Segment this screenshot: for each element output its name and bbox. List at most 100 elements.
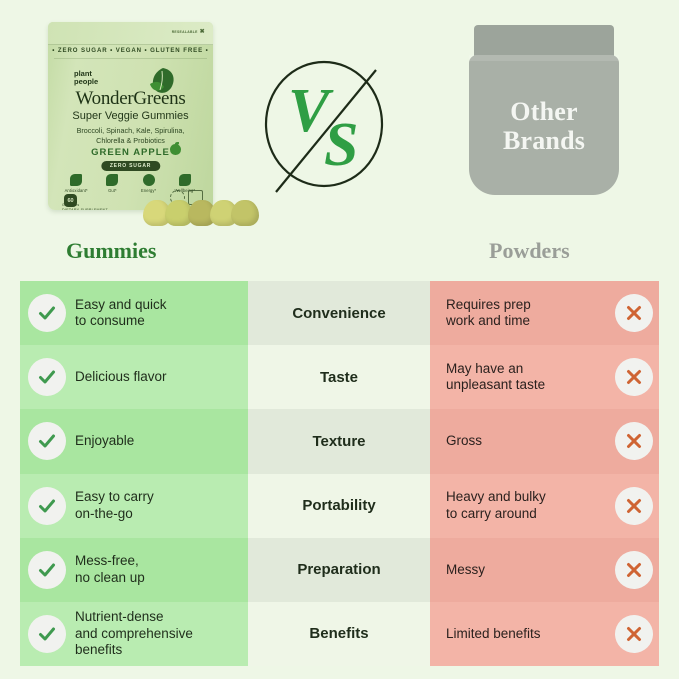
- jar-lid: [474, 25, 614, 57]
- check-icon: [28, 550, 66, 589]
- gummies-cell: Delicious flavor: [20, 345, 248, 410]
- resealable-label: RESEALABLE: [171, 30, 198, 34]
- jar-body: Other Brands: [469, 55, 619, 195]
- benefit-label: Gut*: [108, 188, 117, 193]
- benefit-label: Antioxidant*: [64, 188, 88, 193]
- cross-icon: [615, 422, 653, 461]
- pouch-body: RESEALABLE ✖ • ZERO SUGAR • VEGAN • GLUTE…: [48, 22, 213, 210]
- benefit-icon-row: Antioxidant* Gut* Energy* Wellbeing*: [58, 174, 203, 193]
- jar-label-line-1: Other: [510, 97, 578, 126]
- leaf-icon: [150, 68, 174, 93]
- attribute-cell: Texture: [248, 409, 430, 474]
- versus-letter-v: V: [288, 77, 330, 145]
- product-title: WonderGreens: [75, 88, 186, 109]
- gummies-text: Nutrient-dense and comprehensive benefits: [75, 609, 193, 658]
- comparison-table: Easy and quick to consume Convenience Req…: [20, 281, 659, 667]
- gummy-piece: [231, 200, 259, 226]
- versus-circle-slash-icon: [264, 60, 384, 193]
- attribute-label: Convenience: [292, 304, 386, 322]
- cross-icon: [615, 294, 653, 333]
- leaf-icon: [106, 174, 119, 186]
- powders-cell: May have an unpleasant taste: [430, 345, 659, 410]
- powders-text: Requires prep work and time: [446, 296, 531, 329]
- attribute-label: Preparation: [297, 561, 381, 579]
- benefit-energy: Energy*: [132, 174, 166, 193]
- check-icon: [28, 294, 66, 333]
- table-row: Nutrient-dense and comprehensive benefits …: [20, 601, 659, 667]
- product-subtitle: Super Veggie Gummies: [72, 110, 189, 122]
- hand-leaf-icon: [178, 174, 191, 186]
- attribute-cell: Portability: [248, 473, 430, 538]
- hero-section: RESEALABLE ✖ • ZERO SUGAR • VEGAN • GLUTE…: [0, 0, 679, 270]
- table-row: Delicious flavor Taste May have an unplea…: [20, 345, 659, 410]
- gummies-text: Mess-free, no clean up: [75, 553, 145, 585]
- benefit-label: Wellbeing*: [174, 188, 196, 193]
- check-icon: [28, 358, 66, 397]
- brand-line-2: people: [74, 77, 99, 86]
- zero-sugar-badge: ZERO SUGAR: [100, 161, 161, 171]
- cross-icon: [615, 486, 653, 525]
- caption-gummies: Gummies: [66, 238, 157, 263]
- benefit-gut: Gut*: [95, 174, 129, 193]
- jar-label-line-2: Brands: [502, 126, 586, 155]
- table-row: Easy and quick to consume Convenience Req…: [20, 281, 659, 346]
- count-label-1: Gummies: [62, 203, 80, 207]
- ingredients-line-1: Broccoli, Spinach, Kale, Spirulina,: [76, 126, 185, 135]
- leaf-icon: [70, 174, 83, 186]
- attribute-cell: Taste: [248, 345, 430, 410]
- brand-logo: plant people: [74, 70, 98, 86]
- gummies-text: Enjoyable: [75, 433, 135, 449]
- pouch-seam: [54, 58, 207, 59]
- powders-text: Limited benefits: [446, 625, 541, 641]
- product-ingredients: Broccoli, Spinach, Kale, Spirulina, Chlo…: [48, 126, 213, 145]
- attribute-label: Taste: [319, 368, 359, 386]
- product-package-gummies: RESEALABLE ✖ • ZERO SUGAR • VEGAN • GLUTE…: [48, 22, 259, 226]
- table-row: Easy to carry on-the-go Portability Heavy…: [20, 473, 659, 538]
- powders-text: May have an unpleasant taste: [446, 360, 546, 393]
- cross-icon: [615, 550, 653, 589]
- powders-cell: Requires prep work and time: [430, 281, 659, 346]
- check-icon: [28, 422, 66, 461]
- gummy-count-badge: 60: [64, 194, 77, 207]
- caption-powders: Powders: [489, 238, 570, 263]
- attribute-cell: Benefits: [248, 601, 430, 667]
- powders-cell: Messy: [430, 537, 659, 602]
- pouch-top-seal: [48, 22, 213, 45]
- versus-badge: V S: [262, 58, 386, 198]
- cross-icon: [615, 358, 653, 397]
- package-claims: • ZERO SUGAR • VEGAN • GLUTEN FREE •: [52, 47, 209, 54]
- gummies-cell: Easy to carry on-the-go: [20, 473, 248, 538]
- gummies-cell: Nutrient-dense and comprehensive benefits: [20, 601, 248, 667]
- count-label-2: DIETARY SUPPLEMENT: [62, 208, 108, 210]
- attribute-cell: Convenience: [248, 281, 430, 346]
- check-icon: [28, 614, 66, 653]
- gummies-cell: Enjoyable: [20, 409, 248, 474]
- resealable-zipper-icon: ✖: [199, 29, 205, 35]
- attribute-label: Texture: [312, 432, 366, 450]
- gummies-cell: Easy and quick to consume: [20, 281, 248, 346]
- gummies-text: Easy to carry on-the-go: [75, 489, 154, 521]
- brand-line-1: plant: [74, 69, 92, 78]
- gummies-cell: Mess-free, no clean up: [20, 537, 248, 602]
- attribute-label: Benefits: [309, 625, 369, 643]
- powders-cell: Gross: [430, 409, 659, 474]
- powders-text: Messy: [446, 561, 486, 577]
- table-row: Mess-free, no clean up Preparation Messy: [20, 537, 659, 602]
- gummies-text: Easy and quick to consume: [75, 296, 167, 329]
- gummies-pile: [143, 184, 261, 226]
- benefit-antioxidant: Antioxidant*: [59, 174, 93, 193]
- product-flavor: GREEN APPLE: [91, 147, 170, 158]
- supplement-facts-text: Gummies DIETARY SUPPLEMENT: [62, 198, 108, 210]
- apple-icon: [170, 142, 181, 155]
- powders-cell: Heavy and bulky to carry around: [430, 473, 659, 538]
- table-row: Enjoyable Texture Gross: [20, 409, 659, 474]
- competitor-jar: Other Brands: [466, 25, 622, 215]
- jar-label: Other Brands: [469, 97, 619, 155]
- gummies-text: Delicious flavor: [75, 369, 167, 384]
- sun-icon: [142, 174, 155, 186]
- benefit-label: Energy*: [140, 188, 157, 193]
- resealable-badge: RESEALABLE ✖: [172, 28, 205, 35]
- cross-icon: [615, 614, 653, 653]
- benefit-wellbeing: Wellbeing*: [168, 174, 202, 193]
- attribute-label: Portability: [302, 497, 376, 515]
